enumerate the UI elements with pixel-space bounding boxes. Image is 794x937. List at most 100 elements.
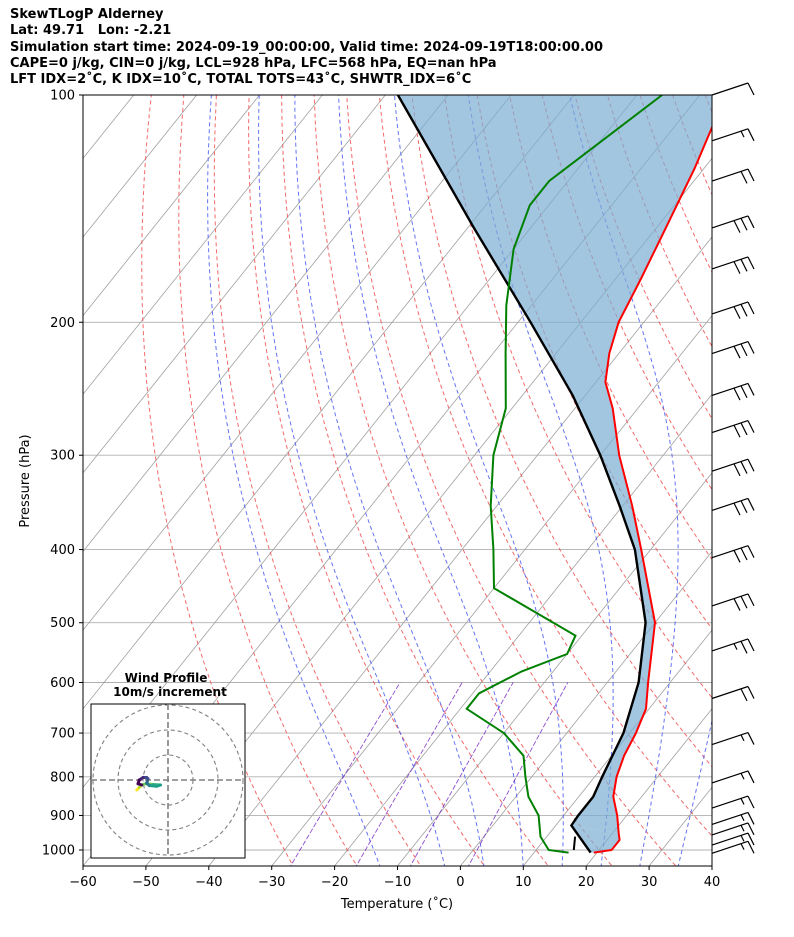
wind-barb-flag bbox=[747, 458, 755, 472]
wind-barb-flag bbox=[740, 304, 748, 317]
y-tick-label: 500 bbox=[50, 616, 75, 631]
wind-barb-staff bbox=[711, 840, 749, 854]
wind-barb-flag bbox=[747, 82, 755, 96]
moist-adiabat-line bbox=[338, 95, 524, 866]
wind-barb-flag bbox=[740, 461, 748, 474]
wind-barb-flag bbox=[747, 686, 755, 699]
chart-header: SkewTLogP Alderney Lat: 49.71 Lon: -2.21… bbox=[10, 7, 603, 88]
wind-barb-staff bbox=[711, 832, 749, 846]
wind-barb-flag bbox=[733, 425, 741, 438]
wind-barb bbox=[711, 168, 755, 184]
wind-barb-half bbox=[740, 835, 745, 842]
y-tick-label: 700 bbox=[50, 727, 75, 742]
x-tick-label: −30 bbox=[258, 875, 285, 890]
wind-barb-flag bbox=[733, 463, 741, 477]
wind-barb-flag bbox=[747, 128, 755, 142]
mixing-ratio-line bbox=[467, 682, 569, 866]
hodograph-segment bbox=[136, 782, 144, 787]
wind-barb-staff bbox=[711, 340, 749, 355]
wind-barb bbox=[711, 545, 755, 563]
wind-barb-flag bbox=[733, 261, 741, 274]
wind-barb-staff bbox=[711, 545, 749, 559]
dry-adiabat-line bbox=[378, 95, 712, 837]
wind-barb-flag bbox=[733, 387, 741, 401]
wind-barb-staff bbox=[711, 638, 749, 652]
wind-barb-flag bbox=[747, 498, 755, 511]
wind-barb-flag bbox=[747, 545, 755, 558]
x-tick-label: 10 bbox=[515, 875, 532, 890]
wind-barb bbox=[711, 822, 755, 836]
mixing-ratio-line bbox=[355, 682, 463, 866]
wind-barb-flag bbox=[733, 550, 741, 563]
wind-barb bbox=[711, 215, 755, 233]
mixing-ratio-line bbox=[409, 682, 514, 866]
isotherm-line bbox=[208, 236, 712, 866]
wind-barb-half bbox=[740, 843, 745, 850]
x-tick-label: −40 bbox=[195, 875, 222, 890]
wind-barb-flag bbox=[747, 215, 755, 229]
dry-adiabat-line bbox=[213, 95, 422, 866]
dry-adiabat-line bbox=[443, 95, 712, 699]
y-tick-label: 400 bbox=[50, 543, 75, 558]
wind-barb-flag bbox=[740, 343, 748, 357]
wind-barb-staff bbox=[711, 685, 749, 700]
wind-barb-staff bbox=[711, 497, 749, 511]
wind-barb-half bbox=[740, 824, 745, 832]
isotherm-line bbox=[83, 95, 198, 238]
cape-line: CAPE=0 j/kg, CIN=0 j/kg, LCL=928 hPa, LF… bbox=[10, 55, 497, 71]
wind-barb-half bbox=[740, 734, 745, 742]
moist-adiabat-line bbox=[712, 95, 794, 881]
mixing-ratio-line bbox=[290, 682, 401, 866]
profile-layer bbox=[396, 95, 712, 854]
wind-barb-flag bbox=[747, 383, 755, 396]
wind-barb-staff bbox=[711, 822, 749, 836]
isotherm-line bbox=[334, 393, 712, 866]
wind-barb-half bbox=[740, 130, 745, 138]
wind-barb-flag bbox=[740, 218, 748, 231]
dry-adiabat-line bbox=[178, 95, 358, 866]
wind-barb-flag bbox=[740, 641, 748, 654]
wind-barb-half bbox=[740, 814, 745, 822]
wind-barb-flag bbox=[733, 306, 741, 319]
isotherm-line bbox=[83, 95, 449, 553]
isotherm-line bbox=[396, 472, 712, 866]
moist-adiabat-line bbox=[207, 95, 381, 866]
x-tick-label: 20 bbox=[578, 875, 595, 890]
wind-barb-staff bbox=[711, 795, 749, 809]
x-tick-label: 40 bbox=[704, 875, 721, 890]
wind-barb-staff bbox=[711, 382, 749, 397]
wind-barb-staff bbox=[711, 770, 749, 784]
dry-adiabat-line bbox=[756, 61, 794, 882]
wind-barb-flag bbox=[740, 259, 748, 272]
isotherm-line bbox=[763, 60, 794, 881]
wind-barb-staff bbox=[711, 82, 749, 96]
wind-barb-flag bbox=[747, 812, 755, 825]
chart-title: SkewTLogP Alderney bbox=[10, 7, 164, 22]
wind-barb-flag bbox=[733, 345, 741, 359]
wind-barb bbox=[711, 832, 755, 846]
wind-barb-staff bbox=[711, 420, 749, 434]
wind-barb bbox=[711, 795, 755, 809]
moist-adiabat-line bbox=[677, 718, 712, 866]
wind-barb-flag bbox=[747, 832, 755, 846]
wind-barb-flag bbox=[747, 168, 755, 182]
wind-barb bbox=[711, 301, 755, 319]
wind-barb bbox=[711, 256, 755, 274]
dewpoint-line bbox=[465, 95, 663, 854]
dry-adiabat-line bbox=[248, 95, 486, 866]
wind-barb-half bbox=[740, 772, 745, 780]
axis-layer: −60 −50 −40 −30 −20 −10 0 10 20 30 40 100 200 300 400 5… bbox=[42, 89, 720, 891]
cape-fill-area bbox=[397, 95, 712, 834]
wind-barb-flag bbox=[740, 547, 748, 561]
y-tick-label: 800 bbox=[50, 770, 75, 785]
wind-barb bbox=[711, 638, 755, 654]
wind-barb bbox=[711, 458, 755, 477]
y-tick-label: 200 bbox=[50, 316, 75, 331]
isotherm-line bbox=[83, 95, 323, 395]
wind-barb bbox=[711, 82, 755, 96]
isotherm-line bbox=[83, 95, 386, 474]
wind-barb-flag bbox=[747, 420, 755, 433]
temperature-line bbox=[593, 124, 712, 854]
